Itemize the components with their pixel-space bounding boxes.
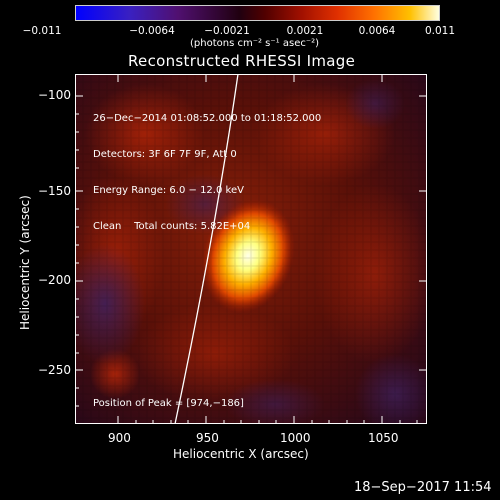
colorbar-unit-label: (photons cm⁻² s⁻¹ asec⁻²)	[190, 38, 320, 49]
info-block: 26−Dec−2014 01:08:52.000 to 01:18:52.000…	[93, 89, 321, 257]
solar-limb-line	[174, 74, 239, 424]
colorbar-tick: −0.011	[22, 25, 62, 37]
detectors-text: Detectors: 3F 6F 7F 9F, Att 0	[93, 149, 237, 160]
colorbar-tick: 0.0021	[286, 25, 324, 37]
y-axis-label: Heliocentric Y (arcsec)	[18, 195, 32, 330]
colorbar-tick: 0.0064	[358, 25, 396, 37]
time-range-text: 26−Dec−2014 01:08:52.000 to 01:18:52.000	[93, 113, 322, 124]
peak-position-text: Position of Peak = [974,−186]	[93, 398, 244, 409]
y-tick-label: −200	[38, 273, 71, 287]
clean-counts-text: Clean Total counts: 5.82E+04	[93, 221, 251, 232]
energy-range-text: Energy Range: 6.0 − 12.0 keV	[93, 185, 244, 196]
colorbar-tick: 0.011	[424, 25, 456, 37]
colorbar-tick: −0.0064	[129, 25, 175, 37]
colorbar-tick: −0.0021	[204, 25, 250, 37]
y-axis-ticks	[75, 95, 427, 407]
colorbar	[75, 5, 440, 21]
plot-frame	[75, 74, 427, 424]
y-tick-label: −100	[38, 88, 71, 102]
rhessi-image-panel	[75, 74, 427, 424]
plot-title: Reconstructed RHESSI Image	[128, 52, 356, 70]
x-tick-label: 950	[196, 431, 219, 445]
footer-timestamp: 18−Sep−2017 11:54	[354, 480, 492, 495]
x-axis-ticks	[117, 74, 418, 424]
x-axis-label: Heliocentric X (arcsec)	[173, 447, 309, 461]
x-tick-label: 900	[108, 431, 131, 445]
x-tick-label: 1050	[368, 431, 399, 445]
x-tick-label: 1000	[280, 431, 311, 445]
y-tick-label: −250	[38, 363, 71, 377]
y-tick-label: −150	[38, 184, 71, 198]
